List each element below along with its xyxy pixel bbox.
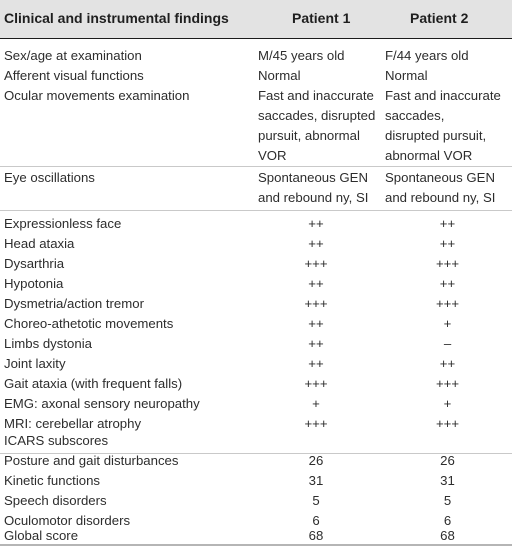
table-bottom-rule (0, 544, 512, 546)
patient-1-value: 5 (312, 493, 320, 508)
finding-label: Eye oscillations (4, 170, 95, 185)
finding-label: EMG: axonal sensory neuropathy (4, 396, 200, 411)
finding-label: Head ataxia (4, 236, 75, 251)
header-findings: Clinical and instrumental findings (4, 10, 229, 26)
patient-1-value: ++ (308, 276, 324, 291)
row-divider (0, 453, 512, 454)
finding-label: Joint laxity (4, 356, 66, 371)
finding-label: MRI: cerebellar atrophy (4, 416, 142, 431)
finding-label: Afferent visual functions (4, 68, 144, 83)
finding-label: Limbs dystonia (4, 336, 92, 351)
section-heading: ICARS subscores (4, 433, 109, 448)
patient-2-value: 26 (440, 453, 455, 468)
header-patient-2: Patient 2 (410, 10, 469, 26)
patient-2-value: Fast and inaccurate saccades, disrupted … (385, 88, 501, 163)
patient-1-value: ++ (308, 336, 324, 351)
patient-2-value: – (443, 336, 452, 351)
patient-1-value: Spontaneous GEN and rebound ny, SI (258, 170, 369, 205)
patient-1-value: ++ (308, 216, 324, 231)
patient-2-value: ++ (439, 236, 456, 251)
finding-label: Hypotonia (4, 276, 64, 291)
patient-1-value: M/45 years old (258, 48, 345, 63)
patient-2-value: ++ (439, 276, 456, 291)
table-header: Clinical and instrumental findings Patie… (0, 0, 512, 39)
finding-label: Sex/age at examination (4, 48, 142, 63)
row-divider (0, 166, 512, 167)
patient-2-value: Normal (385, 68, 428, 83)
patient-1-value: +++ (304, 376, 328, 391)
patient-1-value: Normal (258, 68, 301, 83)
finding-label: Ocular movements examination (4, 88, 190, 103)
patient-1-value: 31 (308, 473, 324, 488)
patient-2-value: 31 (440, 473, 455, 488)
finding-label: Choreo-athetotic movements (4, 316, 174, 331)
patient-1-value: +++ (304, 296, 328, 311)
patient-1-value: + (312, 396, 320, 411)
finding-label: Kinetic functions (4, 473, 101, 488)
finding-label: Dysmetria/action tremor (4, 296, 144, 311)
finding-label: Speech disorders (4, 493, 107, 508)
patient-2-value: ++ (439, 356, 456, 371)
patient-2-value: + (443, 396, 452, 411)
patient-1-value: ++ (308, 236, 324, 251)
finding-label: Gait ataxia (with frequent falls) (4, 376, 183, 391)
patient-1-value: 6 (312, 513, 320, 528)
patient-2-value: + (443, 316, 452, 331)
patient-1-value: ++ (308, 356, 324, 371)
patient-2-value: +++ (435, 296, 460, 311)
patient-1-value: 68 (308, 528, 324, 543)
patient-2-value: ++ (439, 216, 456, 231)
finding-label: Posture and gait disturbances (4, 453, 179, 468)
patient-1-value: +++ (304, 416, 328, 431)
patient-2-value: +++ (435, 256, 460, 271)
patient-1-value: Fast and inaccurate saccades, disrupted … (258, 88, 376, 163)
header-patient-1: Patient 1 (292, 10, 351, 26)
patient-2-value: Spontaneous GEN and rebound ny, SI (385, 170, 496, 205)
patient-2-value: +++ (435, 376, 460, 391)
finding-label: Global score (4, 528, 79, 543)
patient-2-value: 6 (443, 513, 452, 528)
patient-2-value: 5 (443, 493, 452, 508)
patient-2-value: +++ (435, 416, 460, 431)
finding-label: Dysarthria (4, 256, 65, 271)
patient-2-value: 68 (440, 528, 455, 543)
finding-label: Expressionless face (4, 216, 122, 231)
patient-1-value: 26 (308, 453, 324, 468)
finding-label: Oculomotor disorders (4, 513, 131, 528)
patient-1-value: +++ (304, 256, 328, 271)
patient-2-value: F/44 years old (385, 48, 469, 63)
row-divider (0, 210, 512, 211)
patient-1-value: ++ (308, 316, 324, 331)
